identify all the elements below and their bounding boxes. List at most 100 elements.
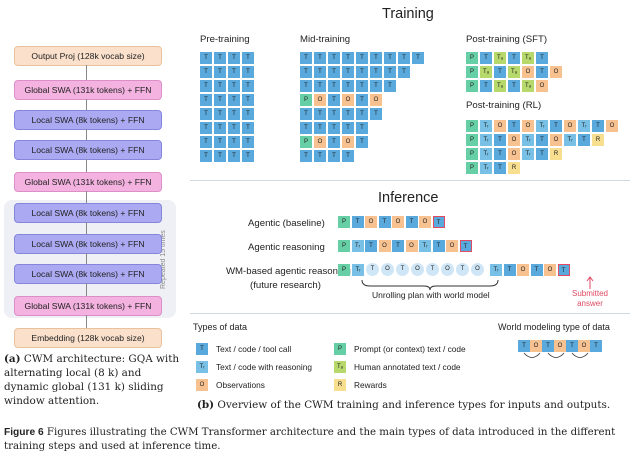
- token-t: T: [508, 52, 520, 64]
- token-t: T: [328, 52, 340, 64]
- wm-unrolled-token: T: [396, 263, 409, 276]
- arch-layer-out: Output Proj (128k vocab size): [14, 46, 162, 66]
- arch-layer-loc: Local SWA (8k tokens) + FFN: [14, 234, 162, 254]
- wm-legend-title: World modeling type of data: [498, 322, 610, 332]
- token-t: T: [356, 136, 368, 148]
- submitted-arrow: [586, 276, 594, 289]
- token-o: O: [196, 379, 208, 391]
- token-t: T: [228, 94, 240, 106]
- arch-connector: [86, 253, 87, 264]
- token-o: O: [508, 134, 520, 146]
- token-t: T: [494, 134, 506, 146]
- token-tr: Tᵣ: [522, 148, 534, 160]
- token-t: T: [200, 66, 212, 78]
- unroll-label: Unrolling plan with world model: [372, 290, 490, 300]
- token-tr: Tᵣ: [564, 134, 576, 146]
- token-t: T: [356, 94, 368, 106]
- token-t: T: [550, 120, 562, 132]
- token-tr: Tᵣ: [352, 264, 364, 276]
- arch-connector: [86, 315, 87, 328]
- token-t: T: [214, 136, 226, 148]
- wm-arcs: [523, 352, 589, 358]
- inference-title: Inference: [378, 190, 439, 206]
- token-t: T: [378, 216, 391, 228]
- training-title: Training: [382, 6, 434, 22]
- token-t: T: [432, 240, 445, 252]
- arch-connector: [86, 65, 87, 80]
- token-h: Tₐ: [494, 52, 506, 64]
- token-t: T: [200, 150, 212, 162]
- token-t: T: [314, 108, 326, 120]
- token-t: T: [200, 122, 212, 134]
- token-t: T: [300, 66, 312, 78]
- token-t: T: [214, 52, 226, 64]
- token-t: T: [228, 80, 240, 92]
- wm-unrolled-token: O: [411, 263, 424, 276]
- token-h: Tₐ: [494, 80, 506, 92]
- token-t: T: [328, 150, 340, 162]
- token-t: T: [342, 122, 354, 134]
- token-t: T: [578, 134, 590, 146]
- token-p: P: [334, 343, 346, 355]
- token-t: T: [214, 94, 226, 106]
- token-o: O: [530, 340, 542, 352]
- token-t: T: [328, 80, 340, 92]
- token-t: T: [228, 150, 240, 162]
- arch-layer-loc: Local SWA (8k tokens) + FFN: [14, 264, 162, 284]
- token-t: T: [214, 150, 226, 162]
- legend-label: Rewards: [354, 380, 387, 390]
- token-t: T: [228, 108, 240, 120]
- token-t: T: [242, 80, 254, 92]
- arch-connector: [86, 129, 87, 140]
- token-t: T: [370, 80, 382, 92]
- token-t: T: [314, 80, 326, 92]
- token-r: R: [334, 379, 346, 391]
- wm-unrolled-token: O: [471, 263, 484, 276]
- token-t: T: [300, 150, 312, 162]
- token-o: O: [550, 66, 562, 78]
- token-t: T: [480, 80, 492, 92]
- token-t: T: [351, 216, 364, 228]
- legend-label: Prompt (or context) text / code: [354, 344, 466, 354]
- pretraining-title: Pre-training: [200, 34, 250, 45]
- submitted-label-line1: Submitted: [571, 289, 609, 298]
- token-o: O: [370, 94, 382, 106]
- token-t: T: [365, 240, 377, 252]
- token-p: P: [466, 52, 478, 64]
- token-t: T: [356, 80, 368, 92]
- wm-unrolled-token: O: [441, 263, 454, 276]
- token-t: T: [392, 240, 404, 252]
- token-t: T: [314, 66, 326, 78]
- token-tr: Tᵣ: [490, 264, 502, 276]
- token-o: O: [578, 340, 590, 352]
- arch-layer-loc: Local SWA (8k tokens) + FFN: [14, 140, 162, 160]
- token-t: T: [242, 52, 254, 64]
- token-o: O: [494, 120, 506, 132]
- token-o: O: [405, 240, 418, 252]
- token-p: P: [466, 80, 478, 92]
- caption-a-prefix: (a): [4, 353, 21, 365]
- submitted-label-line2: answer: [577, 299, 603, 308]
- token-t: T: [356, 122, 368, 134]
- token-t: T: [384, 52, 396, 64]
- arch-connector: [86, 283, 87, 296]
- token-t: T: [342, 52, 354, 64]
- token-tr: Tᵣ: [536, 120, 548, 132]
- token-t: T: [214, 80, 226, 92]
- figure-caption-text: Figures illustrating the CWM Transformer…: [4, 427, 616, 452]
- token-t: T: [200, 108, 212, 120]
- caption-a: (a) CWM architecture: GQA with alternati…: [4, 352, 180, 408]
- token-p: P: [338, 216, 350, 228]
- token-t: T: [242, 150, 254, 162]
- sft-title: Post-training (SFT): [466, 34, 548, 45]
- token-t: T: [200, 80, 212, 92]
- caption-b: (b) Overview of the CWM training and inf…: [197, 399, 610, 411]
- token-r: R: [550, 148, 562, 160]
- rl-title: Post-training (RL): [466, 100, 542, 111]
- token-t: T: [590, 340, 602, 352]
- token-tr: Tᵣ: [522, 134, 534, 146]
- token-o: O: [365, 216, 377, 228]
- token-r: R: [592, 134, 604, 146]
- token-o: O: [550, 134, 562, 146]
- token-t: T: [200, 136, 212, 148]
